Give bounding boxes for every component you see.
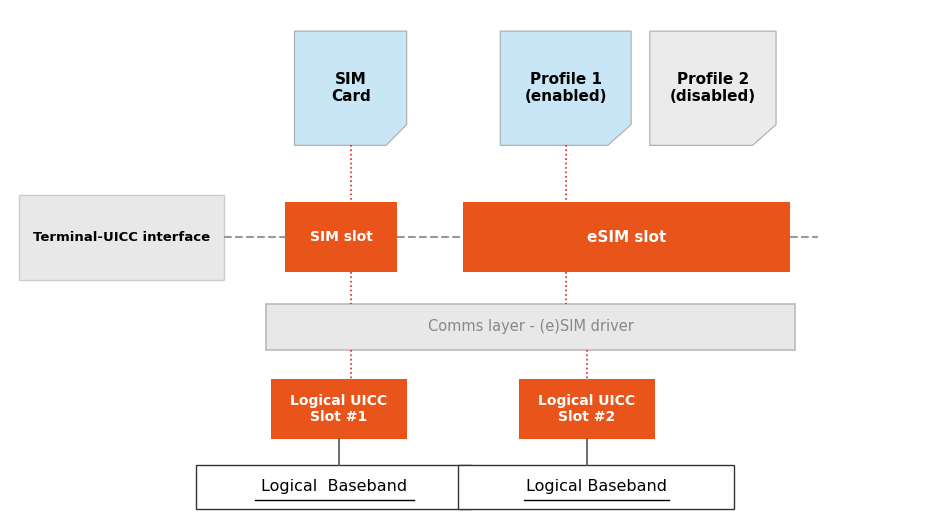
Text: Logical Baseband: Logical Baseband bbox=[525, 479, 667, 494]
Text: Profile 2
(disabled): Profile 2 (disabled) bbox=[669, 72, 756, 104]
Text: Comms layer - (e)SIM driver: Comms layer - (e)SIM driver bbox=[427, 320, 634, 334]
Polygon shape bbox=[650, 31, 776, 145]
Text: Logical  Baseband: Logical Baseband bbox=[261, 479, 408, 494]
Text: SIM slot: SIM slot bbox=[309, 230, 373, 244]
FancyBboxPatch shape bbox=[463, 202, 790, 272]
FancyBboxPatch shape bbox=[19, 195, 224, 280]
FancyBboxPatch shape bbox=[266, 304, 795, 350]
FancyBboxPatch shape bbox=[519, 379, 654, 439]
FancyBboxPatch shape bbox=[271, 379, 407, 439]
Text: Logical UICC
Slot #2: Logical UICC Slot #2 bbox=[539, 393, 635, 424]
Text: Logical UICC
Slot #1: Logical UICC Slot #1 bbox=[291, 393, 387, 424]
Polygon shape bbox=[295, 31, 407, 145]
FancyBboxPatch shape bbox=[196, 465, 472, 509]
FancyBboxPatch shape bbox=[285, 202, 397, 272]
Text: Profile 1
(enabled): Profile 1 (enabled) bbox=[525, 72, 607, 104]
Text: SIM
Card: SIM Card bbox=[331, 72, 370, 104]
Text: eSIM slot: eSIM slot bbox=[587, 230, 666, 245]
Text: Terminal-UICC interface: Terminal-UICC interface bbox=[33, 231, 210, 244]
Polygon shape bbox=[500, 31, 631, 145]
FancyBboxPatch shape bbox=[458, 465, 734, 509]
